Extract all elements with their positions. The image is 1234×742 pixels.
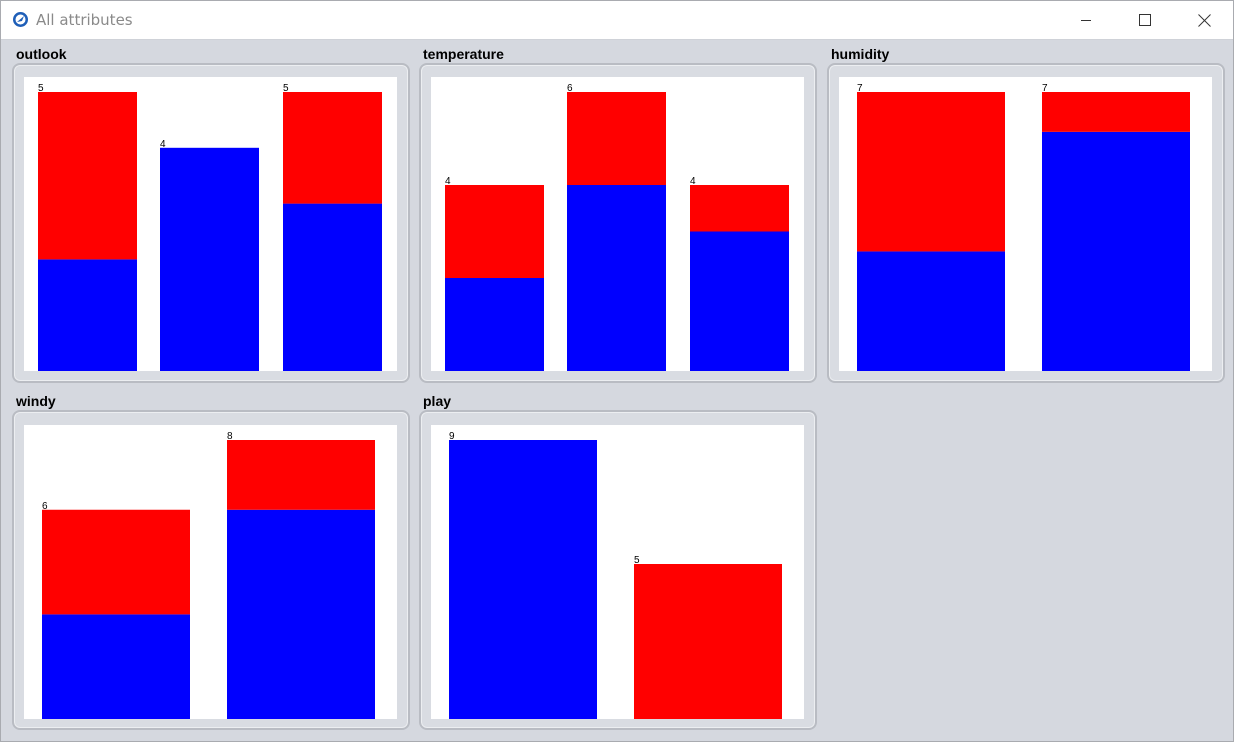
chart-windy: 68 — [42, 431, 375, 719]
bar-windy-1-segment-blue — [227, 509, 375, 719]
bar-windy-0-segment-red — [42, 509, 190, 615]
bar-humidity-0-segment-blue — [857, 251, 1005, 371]
panel-title-windy: windy — [16, 393, 56, 409]
bar-humidity-0-count-label: 7 — [857, 83, 863, 94]
bar-temperature-1-count-label: 6 — [567, 83, 573, 94]
bar-windy-0-segment-blue — [42, 614, 190, 719]
bar-temperature-0-count-label: 4 — [445, 176, 451, 187]
bar-temperature-1-segment-blue — [567, 185, 666, 371]
maximize-icon — [1139, 14, 1151, 26]
bar-windy-1-count-label: 8 — [227, 431, 233, 442]
bar-outlook-0-segment-red — [38, 92, 137, 260]
bar-humidity-1-segment-red — [1042, 92, 1190, 132]
bar-outlook-2-segment-blue — [283, 203, 382, 371]
chart-play: 95 — [449, 431, 782, 719]
window-title: All attributes — [36, 11, 133, 29]
maximize-button[interactable] — [1122, 1, 1168, 39]
bar-temperature-2-segment-blue — [690, 231, 789, 371]
bar-temperature-0-segment-red — [445, 185, 544, 278]
bar-humidity-0-segment-red — [857, 92, 1005, 252]
plot-outlook: 5 4 5 — [24, 77, 397, 371]
bar-humidity-1-count-label: 7 — [1042, 83, 1048, 94]
bar-temperature-0-segment-blue — [445, 278, 544, 371]
bar-outlook-1-count-label: 4 — [160, 139, 166, 150]
bar-play-0-segment-blue — [449, 440, 597, 719]
panel-title-temperature: temperature — [423, 46, 504, 62]
bar-windy-0-count-label: 6 — [42, 501, 48, 512]
bar-windy-1-segment-red — [227, 440, 375, 510]
bar-temperature-1-segment-red — [567, 92, 666, 185]
plot-temperature: 4 6 4 — [431, 77, 804, 371]
bar-temperature-2-count-label: 4 — [690, 176, 696, 187]
minimize-button[interactable] — [1063, 1, 1109, 39]
title-bar[interactable]: All attributes — [1, 1, 1233, 40]
bar-play-1-segment-red — [634, 564, 782, 719]
bar-play-1-count-label: 5 — [634, 555, 640, 566]
close-button[interactable] — [1181, 1, 1227, 39]
chart-outlook: 5 4 5 — [38, 83, 382, 371]
bar-temperature-2-segment-red — [690, 185, 789, 232]
panel-outlook: 5 4 5 — [12, 63, 410, 383]
bar-outlook-2-segment-red — [283, 92, 382, 204]
bar-outlook-1-segment-blue — [160, 147, 259, 371]
panel-title-humidity: humidity — [831, 46, 890, 62]
bar-outlook-2-count-label: 5 — [283, 83, 289, 94]
bar-outlook-0-segment-blue — [38, 259, 137, 371]
bar-outlook-0-count-label: 5 — [38, 83, 44, 94]
panel-temperature: 4 6 4 — [419, 63, 817, 383]
bar-humidity-1-segment-blue — [1042, 131, 1190, 371]
panel-title-play: play — [423, 393, 452, 409]
app-icon — [13, 12, 28, 27]
chart-temperature: 4 6 4 — [445, 83, 789, 371]
panel-title-outlook: outlook — [16, 46, 67, 62]
minimize-icon — [1081, 20, 1091, 21]
close-icon — [1197, 13, 1211, 27]
bar-play-0-count-label: 9 — [449, 431, 455, 442]
